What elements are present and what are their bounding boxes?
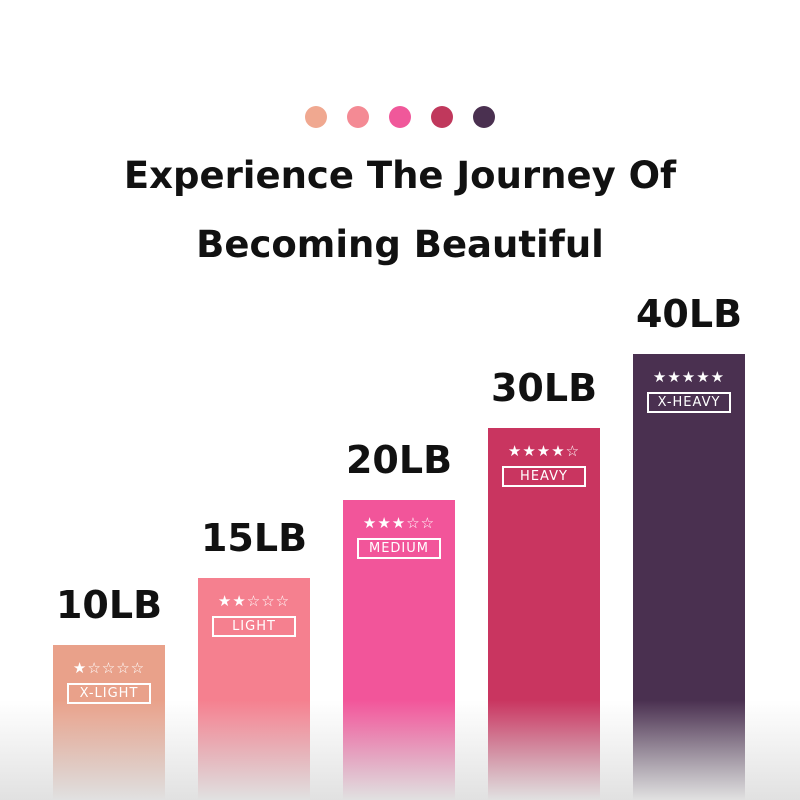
level-badge: LIGHT [212, 616, 296, 637]
color-dot [305, 106, 327, 128]
color-dots [0, 106, 800, 128]
color-dot [431, 106, 453, 128]
weight-label: 15LB [200, 516, 308, 560]
headline-line-2: Becoming Beautiful [196, 223, 604, 266]
level-badge: X-HEAVY [647, 392, 731, 413]
star-rating: ★★☆☆☆ [217, 592, 291, 610]
level-badge: MEDIUM [357, 538, 441, 559]
star-rating: ★★★★★ [652, 368, 726, 386]
star-rating: ★☆☆☆☆ [72, 659, 146, 677]
weight-label: 30LB [490, 366, 598, 410]
color-dot [347, 106, 369, 128]
color-dot [473, 106, 495, 128]
weight-label: 20LB [345, 438, 453, 482]
color-dot [389, 106, 411, 128]
weight-label: 40LB [635, 292, 743, 336]
star-rating: ★★★★☆ [507, 442, 581, 460]
weight-label: 10LB [55, 583, 163, 627]
star-rating: ★★★☆☆ [362, 514, 436, 532]
level-badge: HEAVY [502, 466, 586, 487]
headline-line-1: Experience The Journey Of [123, 154, 677, 197]
bottom-shadow [0, 700, 800, 800]
